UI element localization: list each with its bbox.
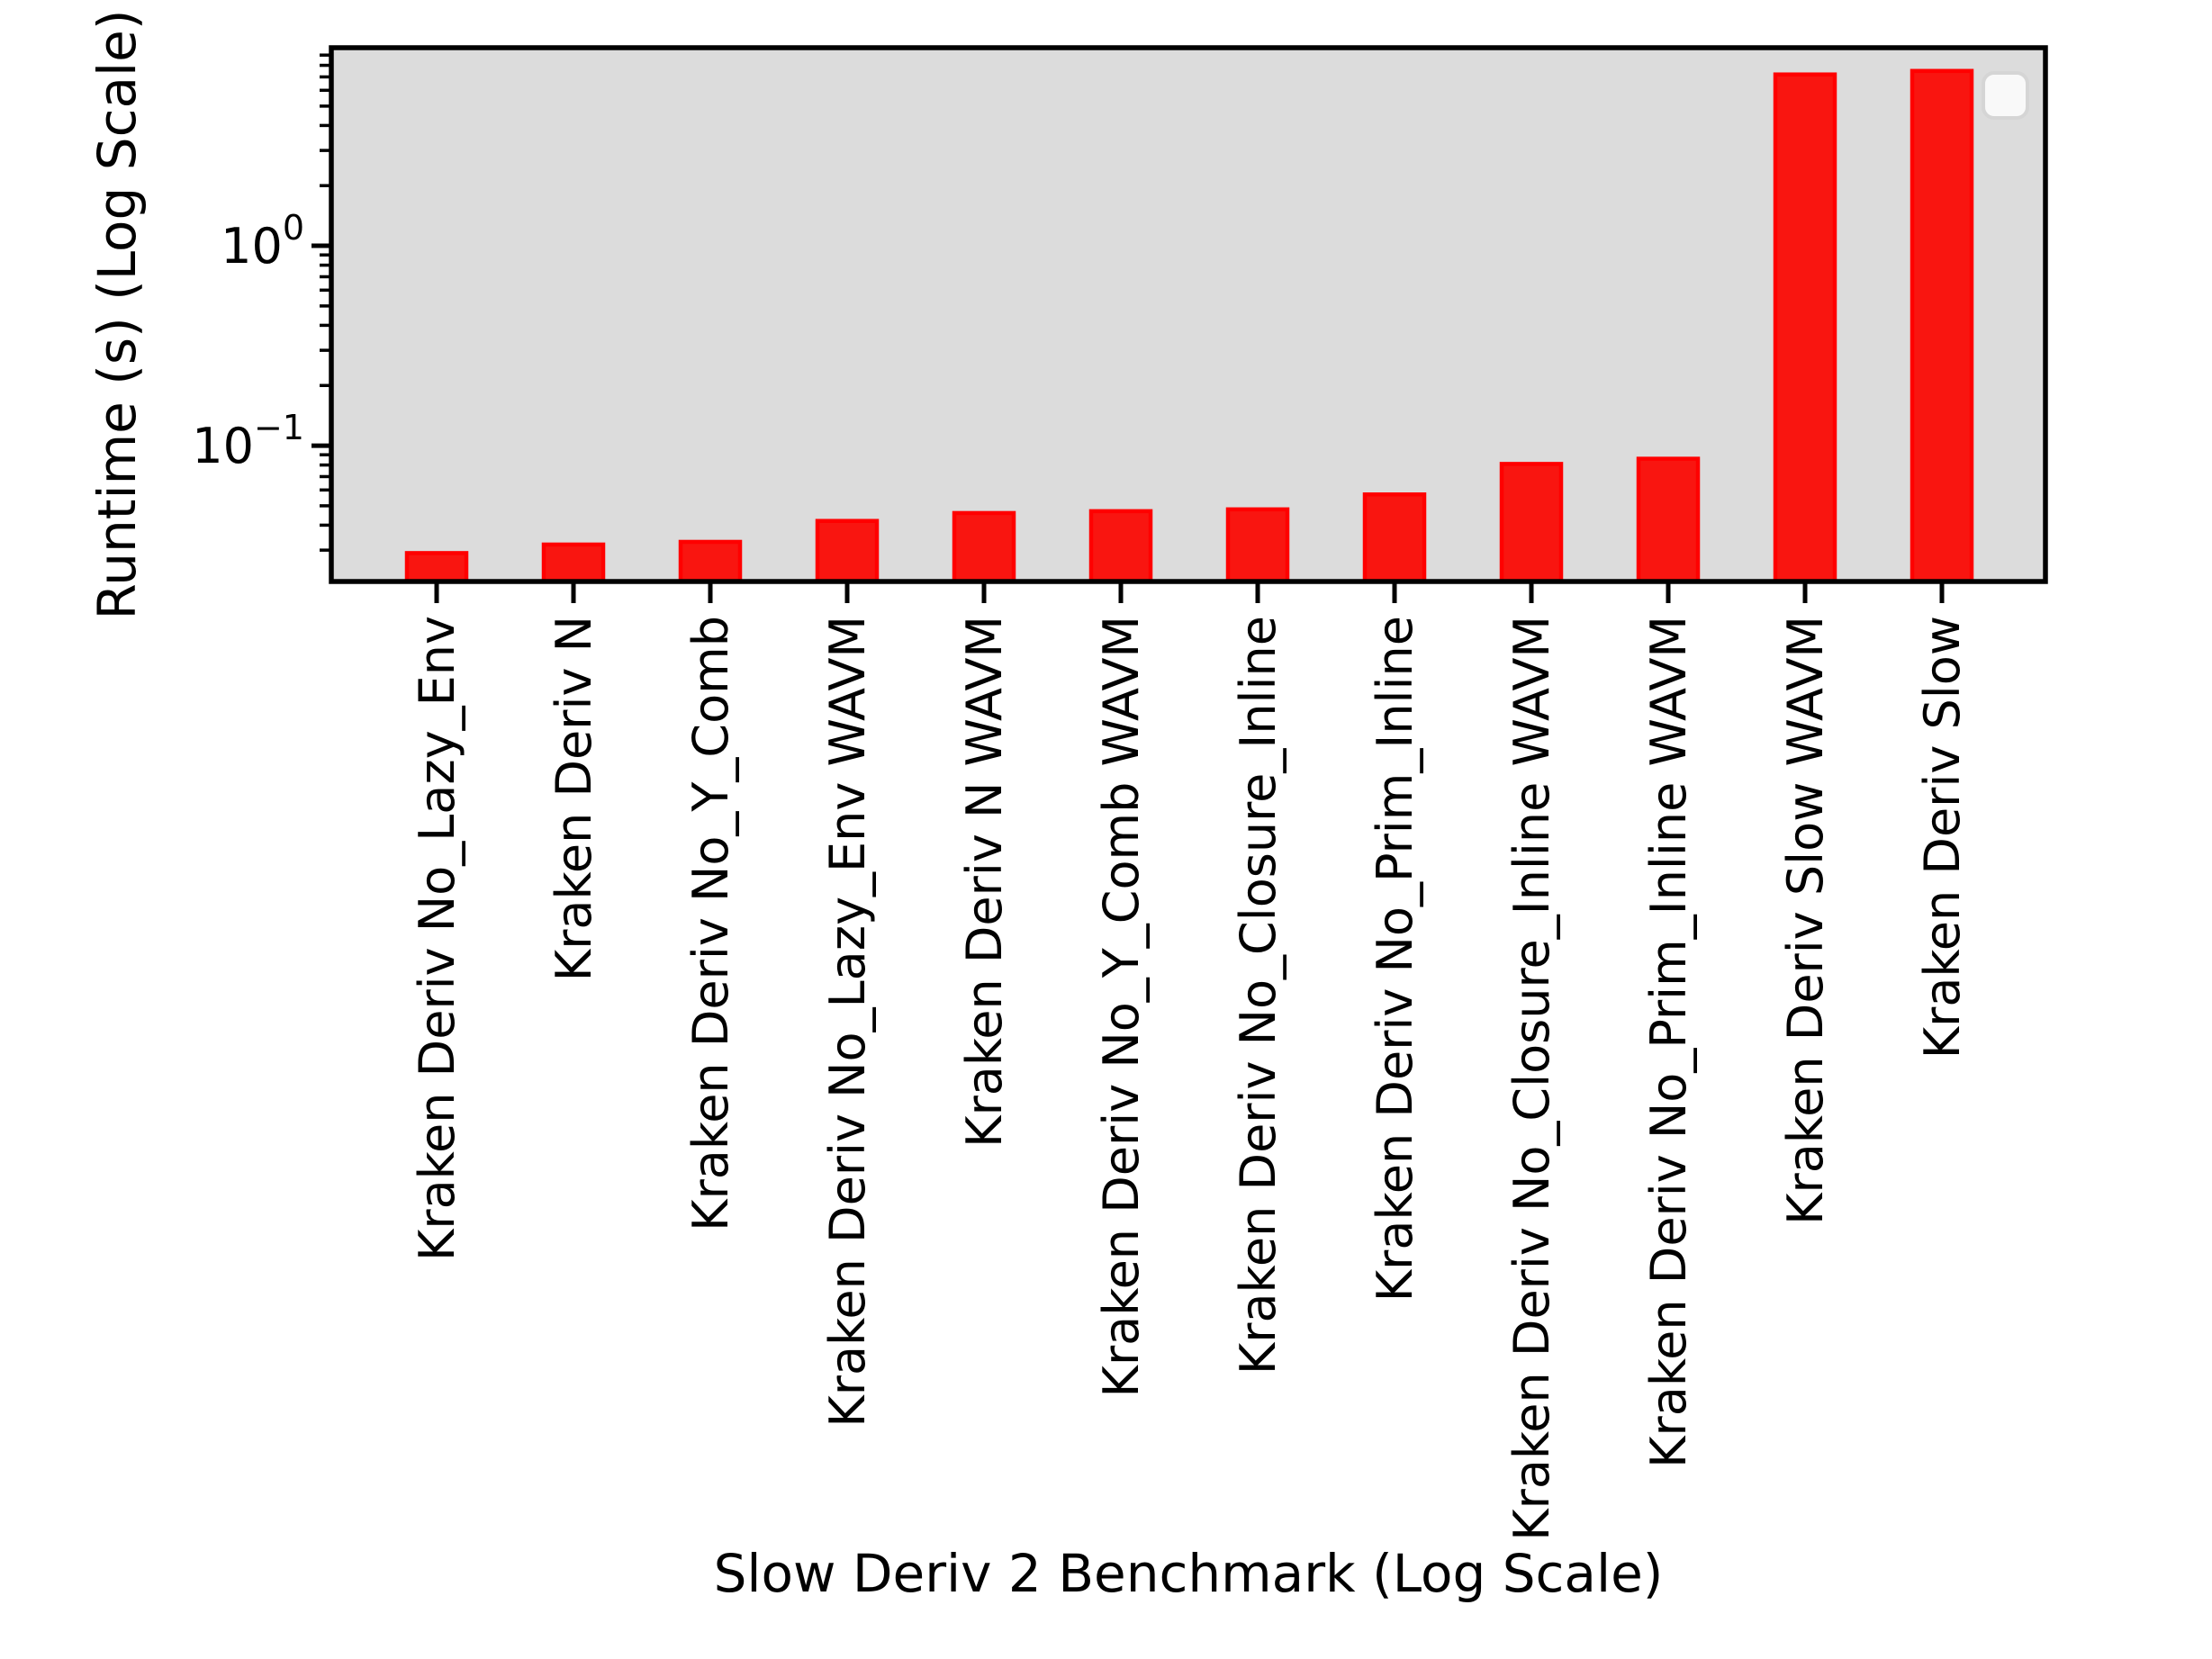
x-tick-label-kraken-deriv-no-closure-inline: Kraken Deriv No_Closure_Inline (1230, 616, 1287, 1375)
x-tick-label-kraken-deriv-no-closure-inline-wavm: Kraken Deriv No_Closure_Inline WAVM (1503, 616, 1560, 1541)
y-minor-ticks (320, 53, 331, 552)
x-tick-label-kraken-deriv-n: Kraken Deriv N (546, 616, 602, 981)
bar-kraken-deriv-slow (1910, 68, 1974, 584)
y-axis-title: Runtime (s) (Log Scale) (86, 10, 148, 620)
x-tick-label-kraken-deriv-no-y-comb: Kraken Deriv No_Y_Comb (682, 616, 739, 1231)
bar-kraken-deriv-no-prim-inline (1362, 492, 1427, 584)
y-tick-label: 10−1 (192, 408, 304, 474)
bar-kraken-deriv-no-lazy-env (404, 551, 469, 584)
bar-kraken-deriv-no-y-comb-wavm (1088, 509, 1153, 584)
x-tick-label-kraken-deriv-no-prim-inline-wavm: Kraken Deriv No_Prim_Inline WAVM (1640, 616, 1697, 1468)
x-tick-label-kraken-deriv-no-prim-inline: Kraken Deriv No_Prim_Inline (1367, 616, 1423, 1302)
bar-kraken-deriv-no-prim-inline-wavm (1636, 456, 1701, 584)
plot-border (329, 45, 2048, 584)
x-tick-label-kraken-deriv-slow-wavm: Kraken Deriv Slow WAVM (1777, 616, 1834, 1225)
x-tick-labels: Kraken Deriv No_Lazy_Env Kraken Deriv N Kr… (409, 616, 1971, 1541)
y-tick-label: 100 (221, 208, 304, 275)
legend-box (1982, 71, 2029, 120)
x-tick-label-kraken-deriv-no-lazy-env: Kraken Deriv No_Lazy_Env (409, 616, 465, 1261)
bar-kraken-deriv-n (541, 542, 606, 584)
x-tick-label-kraken-deriv-no-y-comb-wavm: Kraken Deriv No_Y_Comb WAVM (1093, 616, 1150, 1397)
y-major-ticks (311, 243, 331, 448)
bar-kraken-deriv-no-lazy-env-wavm (815, 518, 880, 584)
x-tick-label-kraken-deriv-n-wavm: Kraken Deriv N WAVM (956, 616, 1013, 1148)
bar-kraken-deriv-n-wavm (952, 510, 1016, 584)
bar-kraken-deriv-no-closure-inline-wavm (1499, 462, 1564, 584)
x-tick-label-kraken-deriv-no-lazy-env-wavm: Kraken Deriv No_Lazy_Env WAVM (819, 616, 876, 1428)
x-axis-title: Slow Deriv 2 Benchmark (Log Scale) (714, 1543, 1664, 1604)
x-tick-label-kraken-deriv-slow: Kraken Deriv Slow (1914, 616, 1971, 1059)
plot-area (331, 48, 2045, 582)
bar-kraken-deriv-no-closure-inline (1225, 507, 1290, 584)
x-ticks (434, 582, 1945, 603)
y-tick-labels: 100 10−1 (192, 208, 304, 474)
bar-kraken-deriv-slow-wavm (1773, 72, 1837, 584)
bar-kraken-deriv-no-y-comb (678, 539, 743, 584)
